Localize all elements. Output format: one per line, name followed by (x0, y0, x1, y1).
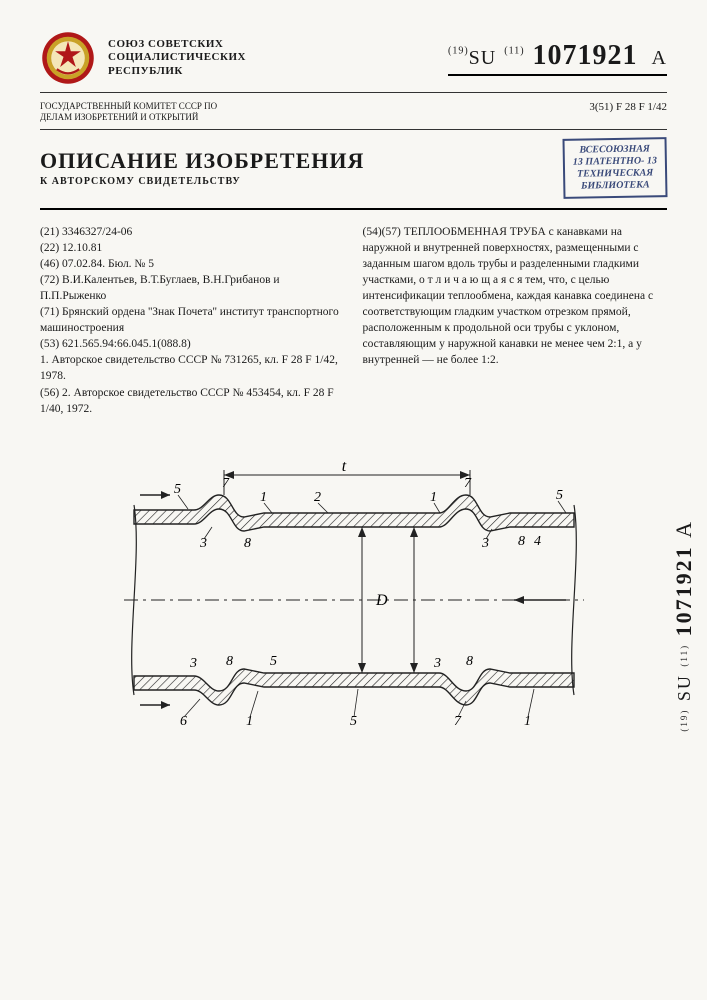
pub-num: 1071921 (533, 40, 638, 71)
org-line1: СОЮЗ СОВЕТСКИХ (108, 38, 246, 51)
svg-text:5: 5 (174, 482, 181, 497)
title-text: ОПИСАНИЕ ИЗОБРЕТЕНИЯ К АВТОРСКОМУ СВИДЕТ… (40, 148, 364, 187)
svg-text:5: 5 (350, 714, 357, 729)
svg-text:8: 8 (466, 654, 473, 669)
svg-text:7: 7 (222, 476, 230, 491)
stamp-line4: БИБЛИОТЕКА (573, 179, 657, 192)
org-name: СОЮЗ СОВЕТСКИХ СОЦИАЛИСТИЧЕСКИХ РЕСПУБЛИ… (108, 38, 246, 78)
svg-text:8: 8 (518, 534, 525, 549)
field-46: (46) 07.02.84. Бюл. № 5 (40, 256, 345, 272)
field-56: (56) 2. Авторское свидетельство СССР № 4… (40, 385, 345, 417)
stamp-line2: 13 ПАТЕНТНО- 13 (573, 155, 657, 168)
side-cc11: (11) (679, 644, 689, 667)
tube-diagram: t D 5 7 1 2 1 7 5 3 8 (114, 435, 594, 735)
ref-1: 1. Авторское свидетельство СССР № 731265… (40, 352, 345, 384)
doc-subtitle: К АВТОРСКОМУ СВИДЕТЕЛЬСТВУ (40, 176, 364, 187)
svg-text:1: 1 (524, 714, 531, 729)
field-71: (71) Брянский ордена ''Знак Почета'' инс… (40, 304, 345, 336)
org-line3: РЕСПУБЛИК (108, 65, 246, 78)
svg-text:6: 6 (180, 714, 187, 729)
library-stamp: ВСЕСОЮЗНАЯ 13 ПАТЕНТНО- 13 ТЕХНИЧЕСКАЯ Б… (562, 137, 667, 199)
dim-D: D (375, 592, 388, 609)
field-21: (21) 3346327/24-06 (40, 224, 345, 240)
field-22: (22) 12.10.81 (40, 240, 345, 256)
doc-title: ОПИСАНИЕ ИЗОБРЕТЕНИЯ (40, 148, 364, 174)
svg-text:1: 1 (260, 490, 267, 505)
svg-text:3: 3 (433, 656, 441, 671)
stamp-line1: ВСЕСОЮЗНАЯ (573, 143, 657, 156)
pub-cc11: (11) (504, 46, 524, 57)
title-block: ОПИСАНИЕ ИЗОБРЕТЕНИЯ К АВТОРСКОМУ СВИДЕТ… (40, 130, 667, 210)
figure-area: t D 5 7 1 2 1 7 5 3 8 (40, 435, 667, 735)
dim-t: t (341, 458, 346, 475)
stamp-line3: ТЕХНИЧЕСКАЯ (573, 167, 657, 180)
svg-text:8: 8 (244, 536, 251, 551)
side-su: SU (674, 674, 694, 701)
svg-text:5: 5 (556, 488, 563, 503)
bibliographic-data: (21) 3346327/24-06 (22) 12.10.81 (46) 07… (40, 224, 667, 417)
svg-text:8: 8 (226, 654, 233, 669)
field-72: (72) В.И.Калентьев, В.Т.Буглаев, В.Н.Гри… (40, 272, 345, 304)
pub-kind: A (652, 47, 667, 69)
side-num: 1071921 (671, 545, 696, 636)
side-cc19: (19) (679, 709, 689, 732)
abstract: (54)(57) ТЕПЛООБМЕННАЯ ТРУБА с канавками… (363, 224, 668, 369)
committee-name: ГОСУДАРСТВЕННЫЙ КОМИТЕТ СССР ПО ДЕЛАМ ИЗ… (40, 101, 220, 123)
svg-text:3: 3 (189, 656, 197, 671)
side-kind: A (671, 520, 696, 538)
ipc-class: 3(51) F 28 F 1/42 (589, 101, 667, 113)
side-publication-number: (19) SU (11) 1071921 A (671, 520, 697, 732)
header-row: СОЮЗ СОВЕТСКИХ СОЦИАЛИСТИЧЕСКИХ РЕСПУБЛИ… (40, 30, 667, 93)
state-emblem-icon (40, 30, 96, 86)
biblio-left-column: (21) 3346327/24-06 (22) 12.10.81 (46) 07… (40, 224, 345, 417)
svg-text:7: 7 (464, 476, 472, 491)
biblio-right-column: (54)(57) ТЕПЛООБМЕННАЯ ТРУБА с канавками… (363, 224, 668, 417)
field-53: (53) 621.565.94:66.045.1(088.8) (40, 336, 345, 352)
svg-text:3: 3 (199, 536, 207, 551)
publication-number: (19)SU (11) 1071921 A (448, 40, 667, 76)
org-line2: СОЦИАЛИСТИЧЕСКИХ (108, 51, 246, 64)
svg-text:5: 5 (270, 654, 277, 669)
pub-su: SU (469, 47, 497, 69)
header-row2: ГОСУДАРСТВЕННЫЙ КОМИТЕТ СССР ПО ДЕЛАМ ИЗ… (40, 101, 667, 130)
pub-cc19: (19) (448, 46, 469, 57)
svg-text:3: 3 (481, 536, 489, 551)
svg-text:1: 1 (430, 490, 437, 505)
svg-text:4: 4 (534, 534, 541, 549)
svg-text:2: 2 (314, 490, 321, 505)
svg-text:1: 1 (246, 714, 253, 729)
